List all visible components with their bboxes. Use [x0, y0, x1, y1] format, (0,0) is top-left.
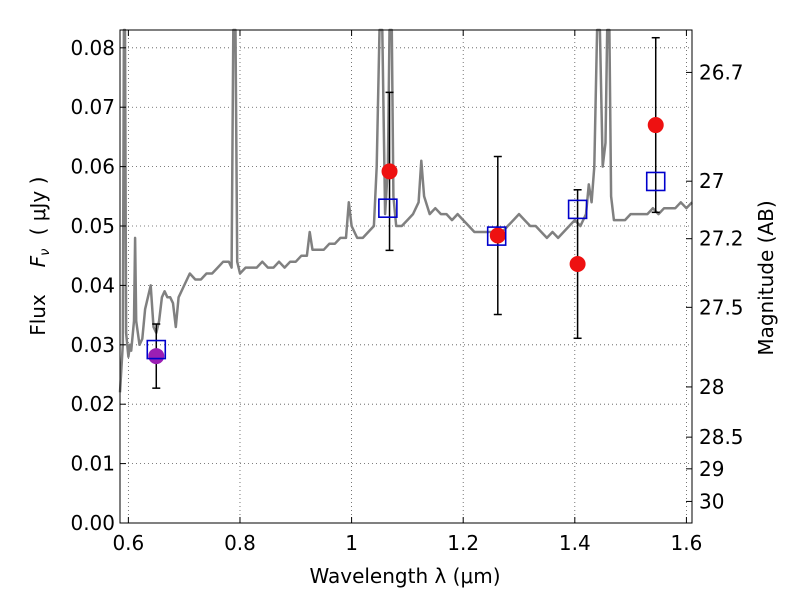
- y-tick-label: 0.06: [70, 155, 115, 179]
- model-point: [645, 171, 666, 192]
- y-tick-label: 0.02: [70, 392, 115, 416]
- observed-point: [647, 117, 664, 134]
- observed-point: [569, 256, 586, 273]
- axis-layer: 0.6 0.8 1 1.2 1.4 1.6 0.00 0.01 0.02 0.03 0.04 0.05…: [70, 30, 744, 555]
- spectrum-layer: [118, 28, 693, 393]
- observed-points-layer: [148, 117, 664, 365]
- observed-point: [381, 163, 398, 180]
- x-axis-label: Wavelength λ (μm): [309, 564, 500, 588]
- y-axis-label-unit: ( μJy ): [26, 177, 50, 236]
- x-tick-label: 1.2: [447, 531, 479, 555]
- y-tick-label: 0.08: [70, 36, 115, 60]
- x-tick-label: 1.4: [559, 531, 591, 555]
- x-tick-label: 1: [345, 531, 358, 555]
- y2-tick-label: 27.2: [699, 227, 744, 251]
- plot-frame: [119, 29, 693, 524]
- model-point: [486, 226, 507, 246]
- model-point: [567, 199, 588, 220]
- y-tick-label: 0.04: [70, 273, 115, 297]
- x-tick-label: 0.6: [112, 531, 144, 555]
- y-axis-label-math: F: [26, 255, 50, 267]
- y2-tick-label: 27: [699, 169, 724, 193]
- y-axis-label-symbol: Fν: [26, 249, 53, 268]
- y2-tick-label: 28.5: [699, 425, 744, 449]
- y-axis-label-prefix: Flux: [26, 294, 50, 336]
- spectrum-line: [118, 28, 693, 393]
- y-tick-label: 0.05: [70, 214, 115, 238]
- model-point: [146, 339, 167, 360]
- y-tick-label: 0.03: [70, 333, 115, 357]
- y-tick-label: 0.07: [70, 95, 115, 119]
- observed-point: [148, 348, 165, 365]
- y-axis-label-sub: ν: [38, 249, 53, 256]
- y-tick-label: 0.00: [70, 511, 115, 535]
- y2-axis-label: Magnitude (AB): [754, 200, 778, 355]
- errorbar-layer: [152, 36, 660, 389]
- model-points-layer: [146, 171, 666, 360]
- y2-tick-label: 26.7: [699, 60, 744, 84]
- y2-tick-label: 29: [699, 457, 724, 481]
- y2-tick-label: 27.5: [699, 295, 744, 319]
- x-tick-label: 0.8: [224, 531, 256, 555]
- y2-tick-label: 30: [699, 489, 724, 513]
- y-tick-label: 0.01: [70, 452, 115, 476]
- y2-tick-label: 28: [699, 375, 724, 399]
- x-tick-label: 1.6: [671, 531, 703, 555]
- model-point: [378, 198, 398, 218]
- observed-point: [489, 227, 506, 244]
